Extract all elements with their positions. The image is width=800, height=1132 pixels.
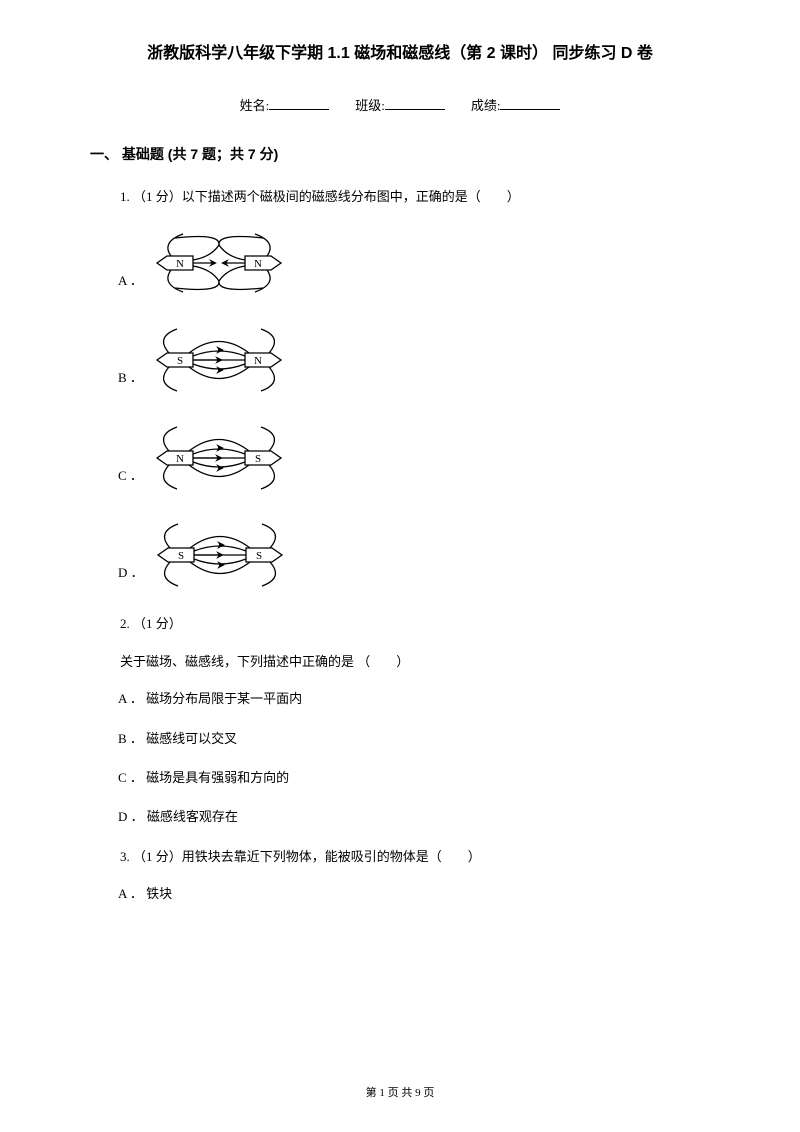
q1-option-d: D ． S S: [118, 515, 710, 602]
q3-opt-a: A ． 铁块: [118, 882, 710, 905]
class-blank: [385, 96, 445, 110]
svg-text:S: S: [256, 550, 262, 562]
q1-option-c: C ． N S: [118, 418, 710, 505]
q1-opt-c-diagram: N S: [149, 418, 289, 505]
q2-opt-d: D ． 磁感线客观存在: [118, 805, 710, 828]
q2-opt-c: C ． 磁场是具有强弱和方向的: [118, 766, 710, 789]
q3-stem: 3. （1 分）用铁块去靠近下列物体，能被吸引的物体是（ ）: [90, 845, 710, 868]
q2-opt-a: A ． 磁场分布局限于某一平面内: [118, 687, 710, 710]
q2-opt-b: B ． 磁感线可以交叉: [118, 727, 710, 750]
svg-text:S: S: [178, 550, 184, 562]
svg-text:N: N: [176, 453, 184, 465]
page-title: 浙教版科学八年级下学期 1.1 磁场和磁感线（第 2 课时） 同步练习 D 卷: [90, 40, 710, 69]
score-label: 成绩:: [471, 98, 501, 113]
page-footer: 第 1 页 共 9 页: [0, 1084, 800, 1104]
name-blank: [269, 96, 329, 110]
q1-opt-a-diagram: N N: [149, 223, 289, 310]
svg-text:S: S: [177, 355, 183, 367]
q1-opt-d-label: D ．: [118, 561, 144, 602]
q1-opt-a-label: A ．: [118, 269, 143, 310]
name-label: 姓名:: [240, 98, 270, 113]
q1-opt-b-diagram: S N: [149, 320, 289, 407]
q1-option-a: A ． N N: [118, 223, 710, 310]
q1-option-b: B ． S N: [118, 320, 710, 407]
info-row: 姓名: 班级: 成绩:: [90, 94, 710, 117]
section-header: 一、 基础题 (共 7 题；共 7 分): [90, 142, 710, 167]
q1-opt-d-diagram: S S: [150, 515, 290, 602]
q2-body: 关于磁场、磁感线，下列描述中正确的是 （ ）: [90, 650, 710, 673]
q1-opt-c-label: C ．: [118, 464, 143, 505]
q1-stem: 1. （1 分）以下描述两个磁极间的磁感线分布图中，正确的是（ ）: [90, 185, 710, 208]
score-blank: [500, 96, 560, 110]
svg-text:N: N: [254, 355, 262, 367]
svg-text:N: N: [176, 258, 184, 270]
q1-opt-b-label: B ．: [118, 366, 143, 407]
svg-text:S: S: [255, 453, 261, 465]
q2-stem: 2. （1 分）: [90, 612, 710, 635]
svg-text:N: N: [254, 258, 262, 270]
class-label: 班级:: [355, 98, 385, 113]
